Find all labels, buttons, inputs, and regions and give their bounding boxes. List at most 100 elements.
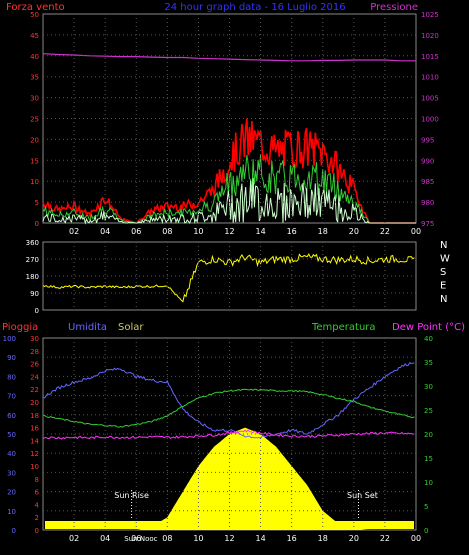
solar-label: Solar — [118, 322, 144, 333]
direction-y-tick-label: 180 — [26, 273, 39, 281]
x-tick-label: 16 — [287, 227, 297, 236]
rain-y-tick-label: 12 — [30, 450, 39, 458]
wind-y-tick-label: 15 — [30, 157, 39, 165]
wind-direction-line — [42, 253, 415, 303]
temp-y-tick-label: 25 — [424, 407, 433, 415]
x-tick-label: 08 — [162, 227, 172, 236]
humidity-y-tick-label: 90 — [7, 354, 16, 362]
rain-y-tick-label: 4 — [35, 501, 40, 509]
wind-y-tick-label: 30 — [30, 95, 39, 103]
x-tick-label: 02 — [69, 227, 79, 236]
rain-y-tick-label: 14 — [30, 437, 39, 445]
humidity-y-tick-label: 100 — [3, 335, 16, 343]
direction-series-group — [42, 253, 415, 303]
compass-label: E — [440, 281, 446, 292]
wind-y-tick-label: 45 — [30, 32, 39, 40]
temp-y-tick-label: 40 — [424, 335, 433, 343]
x-tick-label: 02 — [69, 534, 79, 543]
x-tick-label: 10 — [193, 227, 203, 236]
pressure-y-tick-label: 980 — [421, 199, 434, 207]
compass-label: N — [440, 240, 447, 251]
x-tick-label: 14 — [255, 227, 265, 236]
direction-y-tick-label: 360 — [26, 239, 39, 247]
humidity-y-tick-label: 70 — [7, 393, 16, 401]
compass-label: N — [440, 294, 447, 305]
pressure-y-tick-label: 1020 — [421, 32, 439, 40]
x-tick-label: 20 — [349, 227, 359, 236]
sun-set-label: Sun Set — [347, 491, 378, 500]
humidity-y-tick-label: 40 — [7, 450, 16, 458]
x-tick-label: 20 — [349, 534, 359, 543]
temp-y-tick-label: 10 — [424, 479, 433, 487]
pressure-title: Pressione — [370, 2, 418, 13]
wind-y-tick-label: 40 — [30, 53, 39, 61]
rain-y-tick-label: 0 — [35, 527, 39, 535]
wind-title: Forza vento — [6, 2, 65, 13]
temp-y-tick-label: 0 — [424, 527, 428, 535]
temperature-label: Temperatura — [311, 322, 376, 333]
dewpoint-label: Dew Point (°C) — [392, 322, 465, 333]
rain-y-tick-label: 10 — [30, 463, 39, 471]
rain-y-tick-label: 20 — [30, 399, 39, 407]
humidity-y-tick-label: 10 — [7, 508, 16, 516]
x-tick-label: 04 — [100, 534, 110, 543]
x-tick-label: 06 — [131, 534, 141, 543]
pressure-y-tick-label: 985 — [421, 178, 434, 186]
pressure-y-tick-label: 1005 — [421, 95, 439, 103]
compass-label: S — [440, 267, 446, 278]
humidity-y-tick-label: 60 — [7, 412, 16, 420]
wind-y-tick-label: 25 — [30, 116, 39, 124]
wind-y-tick-label: 50 — [30, 11, 39, 19]
rain-y-tick-label: 24 — [30, 373, 39, 381]
pressure-y-tick-label: 1025 — [421, 11, 439, 19]
humidity-y-tick-label: 0 — [12, 527, 16, 535]
wind-y-tick-label: 5 — [35, 199, 39, 207]
x-tick-label: 06 — [131, 227, 141, 236]
direction-y-tick-label: 90 — [30, 290, 39, 298]
rain-y-tick-label: 8 — [35, 476, 39, 484]
pressure-y-tick-label: 975 — [421, 220, 434, 228]
pressure-y-tick-label: 1015 — [421, 53, 439, 61]
sun-rise-label: Sun Rise — [114, 491, 149, 500]
rain-label: Pioggia — [2, 322, 38, 333]
temp-y-tick-label: 35 — [424, 359, 433, 367]
direction-y-tick-label: 0 — [35, 307, 39, 315]
wind-y-tick-label: 10 — [30, 178, 39, 186]
rain-y-tick-label: 28 — [30, 348, 39, 356]
x-tick-label: 14 — [255, 534, 265, 543]
wind-y-tick-label: 0 — [35, 220, 39, 228]
humidity-y-tick-label: 50 — [7, 431, 16, 439]
x-tick-label: 00 — [411, 534, 421, 543]
wind-series-group — [42, 53, 416, 225]
chart-title: 24 hour graph data - 16 Luglio 2016 — [164, 2, 345, 13]
rain-y-tick-label: 16 — [30, 425, 39, 433]
temp-y-tick-label: 5 — [424, 503, 428, 511]
direction-y-tick-label: 270 — [26, 256, 39, 264]
direction-panel — [42, 241, 417, 311]
temp-y-tick-label: 30 — [424, 383, 433, 391]
wind-y-tick-label: 20 — [30, 136, 39, 144]
x-tick-label: 16 — [287, 534, 297, 543]
pressure-y-tick-label: 1010 — [421, 74, 439, 82]
rain-y-tick-label: 6 — [35, 489, 40, 497]
wind-y-tick-label: 35 — [30, 74, 39, 82]
wind-lull-line — [42, 178, 416, 225]
rain-y-tick-label: 2 — [35, 514, 39, 522]
x-tick-label: 12 — [224, 534, 234, 543]
compass-label: W — [440, 254, 450, 265]
rain-y-tick-label: 22 — [30, 386, 39, 394]
sun-noon-label: Sun Nooc — [124, 535, 157, 543]
rain-y-tick-label: 18 — [30, 412, 39, 420]
x-tick-label: 04 — [100, 227, 110, 236]
humidity-label: Umidita — [68, 322, 107, 333]
humidity-y-tick-label: 20 — [7, 489, 16, 497]
x-tick-label: 00 — [411, 227, 421, 236]
rain-y-tick-label: 26 — [30, 361, 39, 369]
pressure-line — [42, 53, 416, 62]
rain-y-tick-label: 30 — [30, 335, 39, 343]
x-tick-label: 22 — [380, 534, 390, 543]
x-tick-label: 18 — [318, 227, 328, 236]
x-tick-label: 10 — [193, 534, 203, 543]
